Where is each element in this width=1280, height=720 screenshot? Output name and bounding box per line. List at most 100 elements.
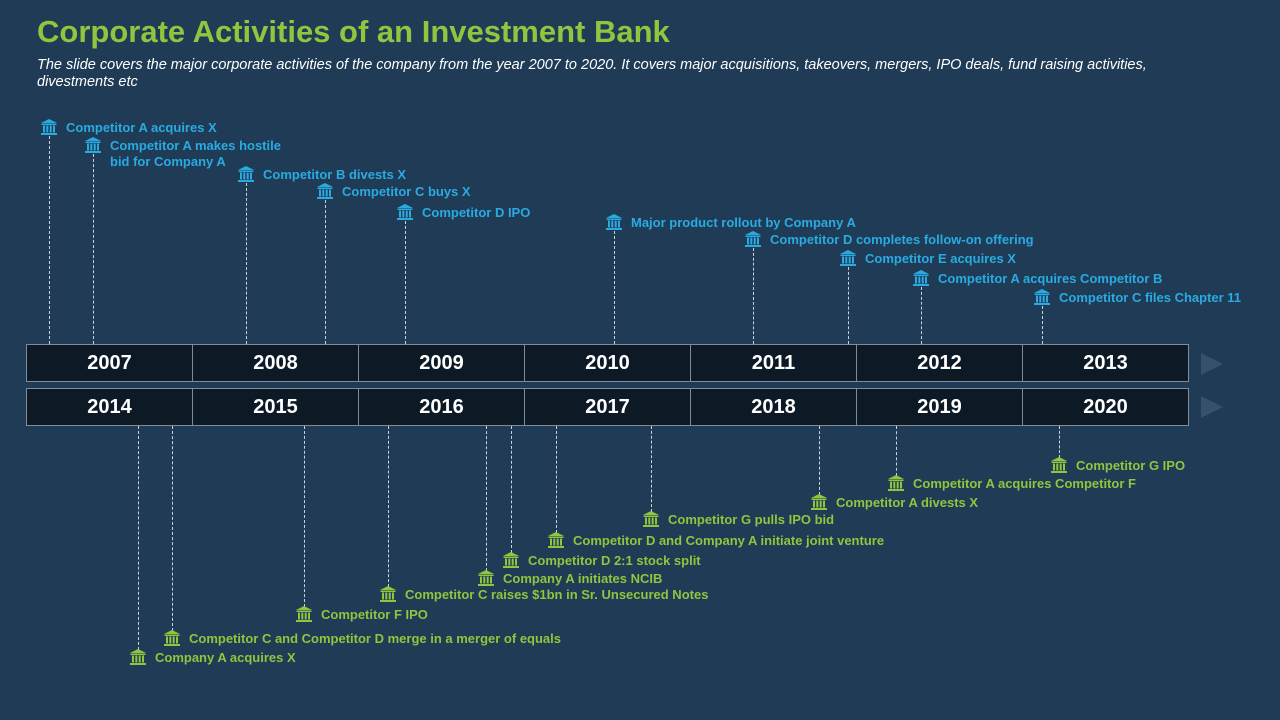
top-event-label: Competitor C files Chapter 11 — [1059, 290, 1242, 305]
bot-event: Competitor D and Company A initiate join… — [547, 531, 885, 549]
top-event: Competitor E acquires X — [839, 249, 1016, 267]
year-cell-2012: 2012 — [857, 345, 1023, 381]
bot-event-label: Competitor D and Company A initiate join… — [573, 533, 885, 548]
bot-event: Competitor A acquires Competitor F — [887, 474, 1136, 492]
bank-icon — [887, 474, 905, 492]
top-event-label: Competitor A makes hostile bid for Compa… — [110, 138, 281, 169]
bot-event-connector — [511, 426, 512, 553]
bank-icon — [642, 510, 660, 528]
bot-event: Company A acquires X — [129, 648, 296, 666]
top-event-connector — [1042, 306, 1043, 344]
top-event: Competitor B divests X — [237, 165, 407, 183]
year-cell-2016: 2016 — [359, 389, 525, 425]
bank-icon — [547, 531, 565, 549]
bot-event-label: Competitor F IPO — [321, 607, 428, 622]
top-event: Competitor A acquires Competitor B — [912, 269, 1163, 287]
bot-event-label: Competitor G pulls IPO bid — [668, 512, 835, 527]
bank-icon — [605, 213, 623, 231]
bot-event-connector — [388, 426, 389, 587]
top-event: Competitor A acquires X — [40, 118, 217, 136]
bot-event: Competitor G pulls IPO bid — [642, 510, 835, 528]
bank-icon — [396, 203, 414, 221]
bank-icon — [295, 605, 313, 623]
bot-event-connector — [138, 426, 139, 650]
year-cell-2009: 2009 — [359, 345, 525, 381]
top-event-label: Competitor A acquires X — [66, 120, 217, 135]
bot-event: Competitor A divests X — [810, 493, 979, 511]
year-cell-2019: 2019 — [857, 389, 1023, 425]
top-event-connector — [405, 221, 406, 344]
bank-icon — [744, 230, 762, 248]
top-event-label: Competitor C buys X — [342, 184, 471, 199]
top-event: Competitor C buys X — [316, 182, 471, 200]
bot-event-label: Company A acquires X — [155, 650, 296, 665]
top-event-connector — [93, 154, 94, 344]
bank-icon — [1033, 288, 1051, 306]
bank-icon — [237, 165, 255, 183]
row2-arrow-icon — [1201, 396, 1223, 418]
bank-icon — [84, 136, 102, 154]
bank-icon — [129, 648, 147, 666]
bank-icon — [163, 629, 181, 647]
bank-icon — [912, 269, 930, 287]
year-cell-2008: 2008 — [193, 345, 359, 381]
year-cell-2007: 2007 — [27, 345, 193, 381]
bank-icon — [502, 551, 520, 569]
bot-event-connector — [304, 426, 305, 607]
year-cell-2014: 2014 — [27, 389, 193, 425]
bot-event-label: Competitor A acquires Competitor F — [913, 476, 1136, 491]
year-cell-2020: 2020 — [1083, 395, 1128, 418]
top-event-label: Competitor B divests X — [263, 167, 407, 182]
bot-event-label: Competitor G IPO — [1076, 458, 1186, 473]
slide-subtitle: The slide covers the major corporate act… — [37, 57, 1147, 90]
bank-icon — [379, 585, 397, 603]
bank-icon — [40, 118, 58, 136]
bot-event-connector — [651, 426, 652, 512]
bot-event: Competitor C raises $1bn in Sr. Unsecure… — [379, 585, 709, 603]
year-cell-2013: 2013 — [1083, 351, 1128, 374]
year-row-2007-2013: 2007 2008 2009 2010 2011 2012 2013 — [26, 344, 1189, 382]
year-cell-2011: 2011 — [691, 345, 857, 381]
bot-event-connector — [819, 426, 820, 495]
bot-event-label: Company A initiates NCIB — [503, 571, 663, 586]
top-event-connector — [325, 200, 326, 344]
top-event-label: Major product rollout by Company A — [631, 215, 856, 230]
row1-arrow-icon — [1201, 353, 1223, 375]
top-event: Competitor D IPO — [396, 203, 531, 221]
bot-event-label: Competitor D 2:1 stock split — [528, 553, 701, 568]
top-event-connector — [921, 287, 922, 344]
bot-event-connector — [896, 426, 897, 476]
bank-icon — [839, 249, 857, 267]
bot-event-label: Competitor C raises $1bn in Sr. Unsecure… — [405, 587, 709, 602]
top-event-label: Competitor E acquires X — [865, 251, 1016, 266]
bot-event: Competitor G IPO — [1050, 456, 1186, 474]
top-event-label: Competitor D IPO — [422, 205, 531, 220]
bot-event: Competitor F IPO — [295, 605, 428, 623]
year-cell-2015: 2015 — [193, 389, 359, 425]
bot-event-connector — [486, 426, 487, 571]
year-cell-2017: 2017 — [525, 389, 691, 425]
bot-event: Competitor D 2:1 stock split — [502, 551, 701, 569]
bot-event: Company A initiates NCIB — [477, 569, 663, 587]
bot-event-connector — [556, 426, 557, 533]
slide-title: Corporate Activities of an Investment Ba… — [37, 14, 670, 49]
top-event: Competitor D completes follow-on offerin… — [744, 230, 1034, 248]
bank-icon — [1050, 456, 1068, 474]
bank-icon — [810, 493, 828, 511]
bank-icon — [477, 569, 495, 587]
year-cell-2018: 2018 — [691, 389, 857, 425]
year-row-2014-2020: 2014 2015 2016 2017 2018 2019 2020 — [26, 388, 1189, 426]
top-event-connector — [614, 231, 615, 344]
bot-event: Competitor C and Competitor D merge in a… — [163, 629, 561, 647]
bot-event-label: Competitor A divests X — [836, 495, 979, 510]
bot-event-connector — [172, 426, 173, 631]
bot-event-label: Competitor C and Competitor D merge in a… — [189, 631, 561, 646]
bank-icon — [316, 182, 334, 200]
top-event-connector — [753, 248, 754, 344]
top-event-connector — [246, 183, 247, 344]
top-event-label: Competitor A acquires Competitor B — [938, 271, 1163, 286]
top-event-connector — [848, 267, 849, 344]
bot-event-connector — [1059, 426, 1060, 458]
top-event-connector — [49, 136, 50, 344]
top-event: Competitor A makes hostile bid for Compa… — [84, 136, 281, 170]
